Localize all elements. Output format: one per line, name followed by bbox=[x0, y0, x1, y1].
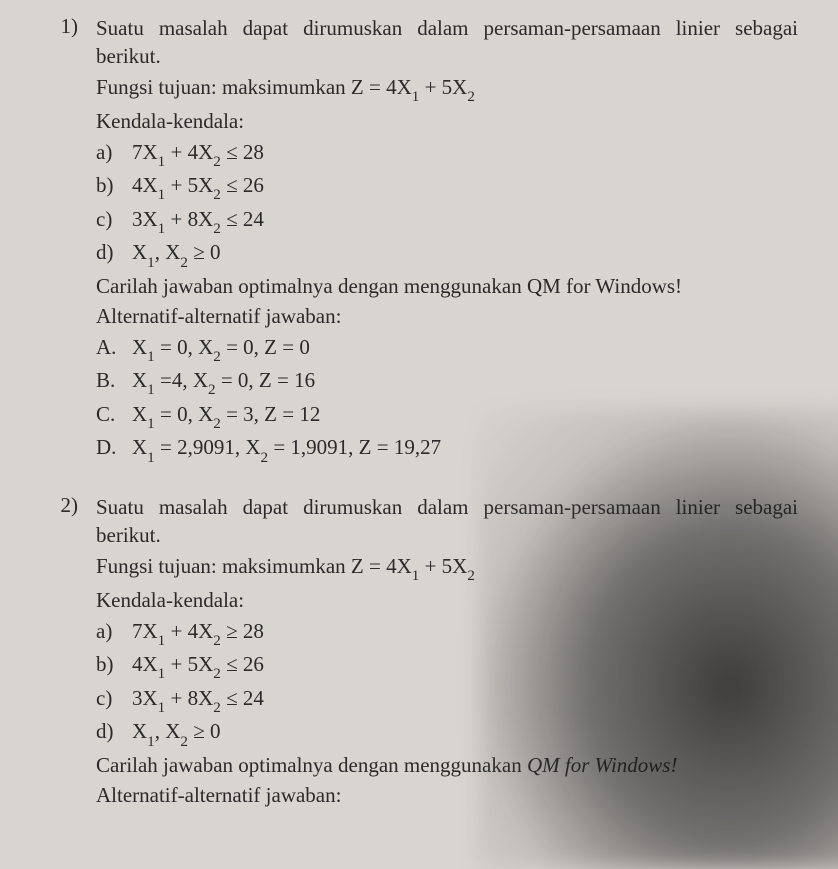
constraint-item: a) 7X1 + 4X2 ≥ 28 bbox=[96, 617, 798, 650]
objective-prefix: Fungsi tujuan: maksimumkan bbox=[96, 75, 351, 99]
alternative-label: B. bbox=[96, 366, 132, 399]
instruction-text: Carilah jawaban optimalnya dengan menggu… bbox=[96, 272, 798, 300]
objective-line: Fungsi tujuan: maksimumkan Z = 4X1 + 5X2 bbox=[96, 73, 798, 106]
constraint-text: 3X1 + 8X2 ≤ 24 bbox=[132, 205, 798, 238]
constraint-label: b) bbox=[96, 650, 132, 683]
constraint-text: 7X1 + 4X2 ≥ 28 bbox=[132, 617, 798, 650]
objective-formula: Z = 4X1 + 5X2 bbox=[351, 554, 475, 578]
alternative-item: D. X1 = 2,9091, X2 = 1,9091, Z = 19,27 bbox=[96, 433, 798, 466]
constraint-label: a) bbox=[96, 617, 132, 650]
objective-prefix: Fungsi tujuan: maksimumkan bbox=[96, 554, 351, 578]
alternative-text: X1 = 0, X2 = 3, Z = 12 bbox=[132, 400, 798, 433]
constraint-label: c) bbox=[96, 684, 132, 717]
alternative-item: B. X1 =4, X2 = 0, Z = 16 bbox=[96, 366, 798, 399]
constraint-item: b) 4X1 + 5X2 ≤ 26 bbox=[96, 650, 798, 683]
constraint-item: b) 4X1 + 5X2 ≤ 26 bbox=[96, 171, 798, 204]
problem-1: 1) Suatu masalah dapat dirumuskan dalam … bbox=[50, 14, 798, 467]
instruction-text: Carilah jawaban optimalnya dengan menggu… bbox=[96, 751, 798, 779]
constraint-item: a) 7X1 + 4X2 ≤ 28 bbox=[96, 138, 798, 171]
constraint-label: b) bbox=[96, 171, 132, 204]
alternative-label: A. bbox=[96, 333, 132, 366]
constraint-label: d) bbox=[96, 717, 132, 750]
constraints-label: Kendala-kendala: bbox=[96, 107, 798, 135]
constraints-list: a) 7X1 + 4X2 ≥ 28 b) 4X1 + 5X2 ≤ 26 c) 3… bbox=[96, 617, 798, 750]
constraints-list: a) 7X1 + 4X2 ≤ 28 b) 4X1 + 5X2 ≤ 26 c) 3… bbox=[96, 138, 798, 271]
problem-number: 1) bbox=[50, 14, 96, 39]
alternative-text: X1 = 0, X2 = 0, Z = 0 bbox=[132, 333, 798, 366]
constraint-label: c) bbox=[96, 205, 132, 238]
problem-2: 2) Suatu masalah dapat dirumuskan dalam … bbox=[50, 493, 798, 812]
constraint-item: c) 3X1 + 8X2 ≤ 24 bbox=[96, 205, 798, 238]
constraint-text: 4X1 + 5X2 ≤ 26 bbox=[132, 171, 798, 204]
alternative-label: C. bbox=[96, 400, 132, 433]
constraint-item: d) X1, X2 ≥ 0 bbox=[96, 238, 798, 271]
alternative-item: C. X1 = 0, X2 = 3, Z = 12 bbox=[96, 400, 798, 433]
problem-body: Suatu masalah dapat dirumuskan dalam per… bbox=[96, 493, 798, 812]
constraints-label: Kendala-kendala: bbox=[96, 586, 798, 614]
constraint-text: 4X1 + 5X2 ≤ 26 bbox=[132, 650, 798, 683]
constraint-text: X1, X2 ≥ 0 bbox=[132, 238, 798, 271]
constraint-text: 7X1 + 4X2 ≤ 28 bbox=[132, 138, 798, 171]
intro-text: Suatu masalah dapat dirumuskan dalam per… bbox=[96, 14, 798, 71]
constraint-text: X1, X2 ≥ 0 bbox=[132, 717, 798, 750]
alternatives-label: Alternatif-alternatif jawaban: bbox=[96, 302, 798, 330]
alternatives-list: A. X1 = 0, X2 = 0, Z = 0 B. X1 =4, X2 = … bbox=[96, 333, 798, 466]
constraint-label: d) bbox=[96, 238, 132, 271]
constraint-text: 3X1 + 8X2 ≤ 24 bbox=[132, 684, 798, 717]
constraint-item: d) X1, X2 ≥ 0 bbox=[96, 717, 798, 750]
constraint-label: a) bbox=[96, 138, 132, 171]
alternative-item: A. X1 = 0, X2 = 0, Z = 0 bbox=[96, 333, 798, 366]
constraint-item: c) 3X1 + 8X2 ≤ 24 bbox=[96, 684, 798, 717]
intro-text: Suatu masalah dapat dirumuskan dalam per… bbox=[96, 493, 798, 550]
alternative-text: X1 = 2,9091, X2 = 1,9091, Z = 19,27 bbox=[132, 433, 798, 466]
objective-formula: Z = 4X1 + 5X2 bbox=[351, 75, 475, 99]
objective-line: Fungsi tujuan: maksimumkan Z = 4X1 + 5X2 bbox=[96, 552, 798, 585]
alternative-label: D. bbox=[96, 433, 132, 466]
alternative-text: X1 =4, X2 = 0, Z = 16 bbox=[132, 366, 798, 399]
problem-body: Suatu masalah dapat dirumuskan dalam per… bbox=[96, 14, 798, 467]
problem-number: 2) bbox=[50, 493, 96, 518]
alternatives-label: Alternatif-alternatif jawaban: bbox=[96, 781, 798, 809]
